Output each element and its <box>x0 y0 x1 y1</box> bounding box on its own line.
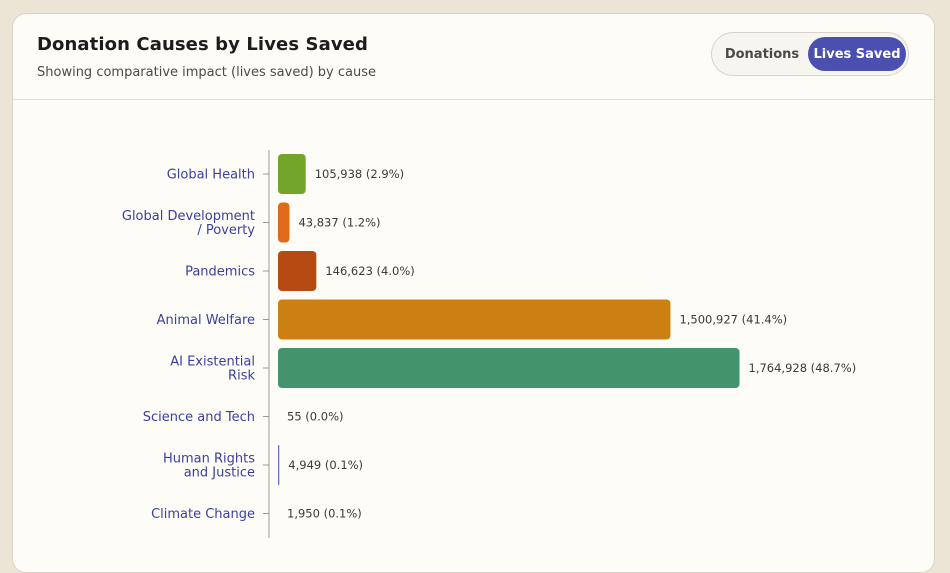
chart-title: Donation Causes by Lives Saved <box>37 34 368 55</box>
value-label: 4,949 (0.1%) <box>288 458 363 472</box>
category-label: Science and Tech <box>143 410 255 425</box>
category-label: and Justice <box>184 466 255 481</box>
bar <box>278 202 290 243</box>
bar <box>278 445 280 485</box>
chart-card: Donation Causes by Lives Saved Showing c… <box>12 13 935 573</box>
category-label: Climate Change <box>151 507 255 522</box>
category-label: Risk <box>228 369 255 384</box>
bar <box>278 348 740 388</box>
value-label: 1,950 (0.1%) <box>287 507 362 521</box>
category-label: Global Health <box>167 168 255 183</box>
value-label: 146,623 (4.0%) <box>325 264 414 278</box>
bar <box>278 299 671 340</box>
value-label: 1,764,928 (48.7%) <box>749 361 857 375</box>
metric-toggle: Donations Lives Saved <box>711 32 909 76</box>
value-label: 105,938 (2.9%) <box>315 167 404 181</box>
bar <box>278 251 317 291</box>
category-label: Human Rights <box>163 452 255 467</box>
category-label: Global Development <box>122 209 255 224</box>
bar-chart: Global Health 105,938 (2.9%) Global Develo… <box>122 150 857 538</box>
lives-saved-toggle-button[interactable]: Lives Saved <box>808 37 906 71</box>
value-label: 1,500,927 (41.4%) <box>679 313 787 327</box>
value-label: 43,837 (1.2%) <box>298 216 380 230</box>
category-label: AI Existential <box>170 355 255 370</box>
chart-subtitle: Showing comparative impact (lives saved)… <box>37 65 376 80</box>
category-label: Pandemics <box>185 265 255 280</box>
donations-toggle-button[interactable]: Donations <box>724 46 800 62</box>
category-label: / Poverty <box>197 223 255 238</box>
card-header: Donation Causes by Lives Saved Showing c… <box>13 14 934 100</box>
value-label: 55 (0.0%) <box>287 410 343 424</box>
category-label: Animal Welfare <box>157 313 255 328</box>
bar <box>278 154 306 194</box>
